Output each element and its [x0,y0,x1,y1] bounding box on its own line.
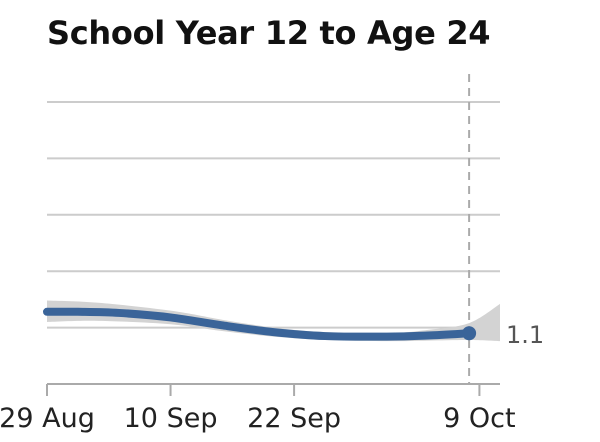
x-tick-label: 22 Sep [247,403,341,434]
x-axis-ticks: 29 Aug 10 Sep 22 Sep 9 Oct [0,384,516,434]
series-end-label: 1.1 [506,321,544,349]
x-tick-label: 10 Sep [124,403,218,434]
chart-title: School Year 12 to Age 24 [47,14,491,52]
series-line [43,307,474,341]
x-tick-label: 29 Aug [0,403,95,434]
x-tick-label: 9 Oct [443,403,515,434]
gridlines [47,101,500,329]
series-end-point [462,326,477,341]
confidence-band [47,300,500,342]
